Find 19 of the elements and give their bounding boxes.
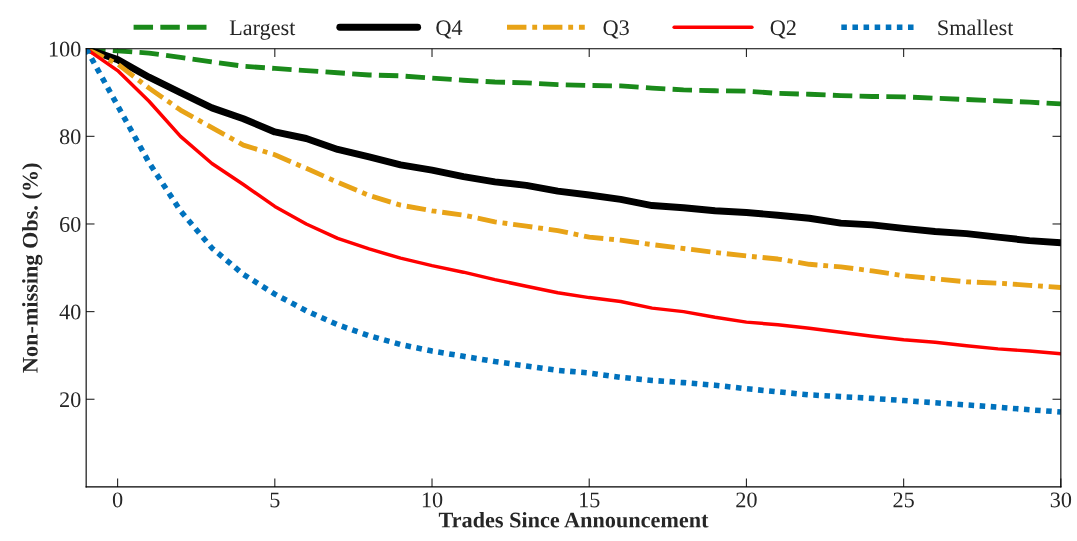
x-tick-label: 20 bbox=[736, 492, 757, 508]
legend-label: Q4 bbox=[436, 20, 463, 39]
y-tick-label: 20 bbox=[60, 392, 81, 408]
legend-label: Q3 bbox=[603, 20, 629, 39]
x-tick-label: 10 bbox=[422, 492, 443, 508]
y-tick-label: 40 bbox=[59, 304, 81, 320]
x-tick-label: 30 bbox=[1050, 492, 1072, 508]
x-axis-title: Trades Since Announcement bbox=[438, 511, 709, 528]
x-tick-label: 25 bbox=[893, 492, 914, 508]
legend-label: Q2 bbox=[770, 20, 796, 39]
y-tick-label: 60 bbox=[60, 216, 81, 232]
y-tick-label: 100 bbox=[49, 41, 81, 57]
x-tick-label: 5 bbox=[270, 492, 280, 508]
y-tick-label: 80 bbox=[59, 129, 81, 145]
legend-label: Largest bbox=[229, 20, 296, 40]
x-tick-label: 15 bbox=[580, 492, 600, 508]
y-axis-title: Non-missing Obs. (%) bbox=[22, 163, 43, 373]
x-tick-label: 0 bbox=[112, 492, 123, 508]
legend-label: Smallest bbox=[938, 19, 1014, 36]
